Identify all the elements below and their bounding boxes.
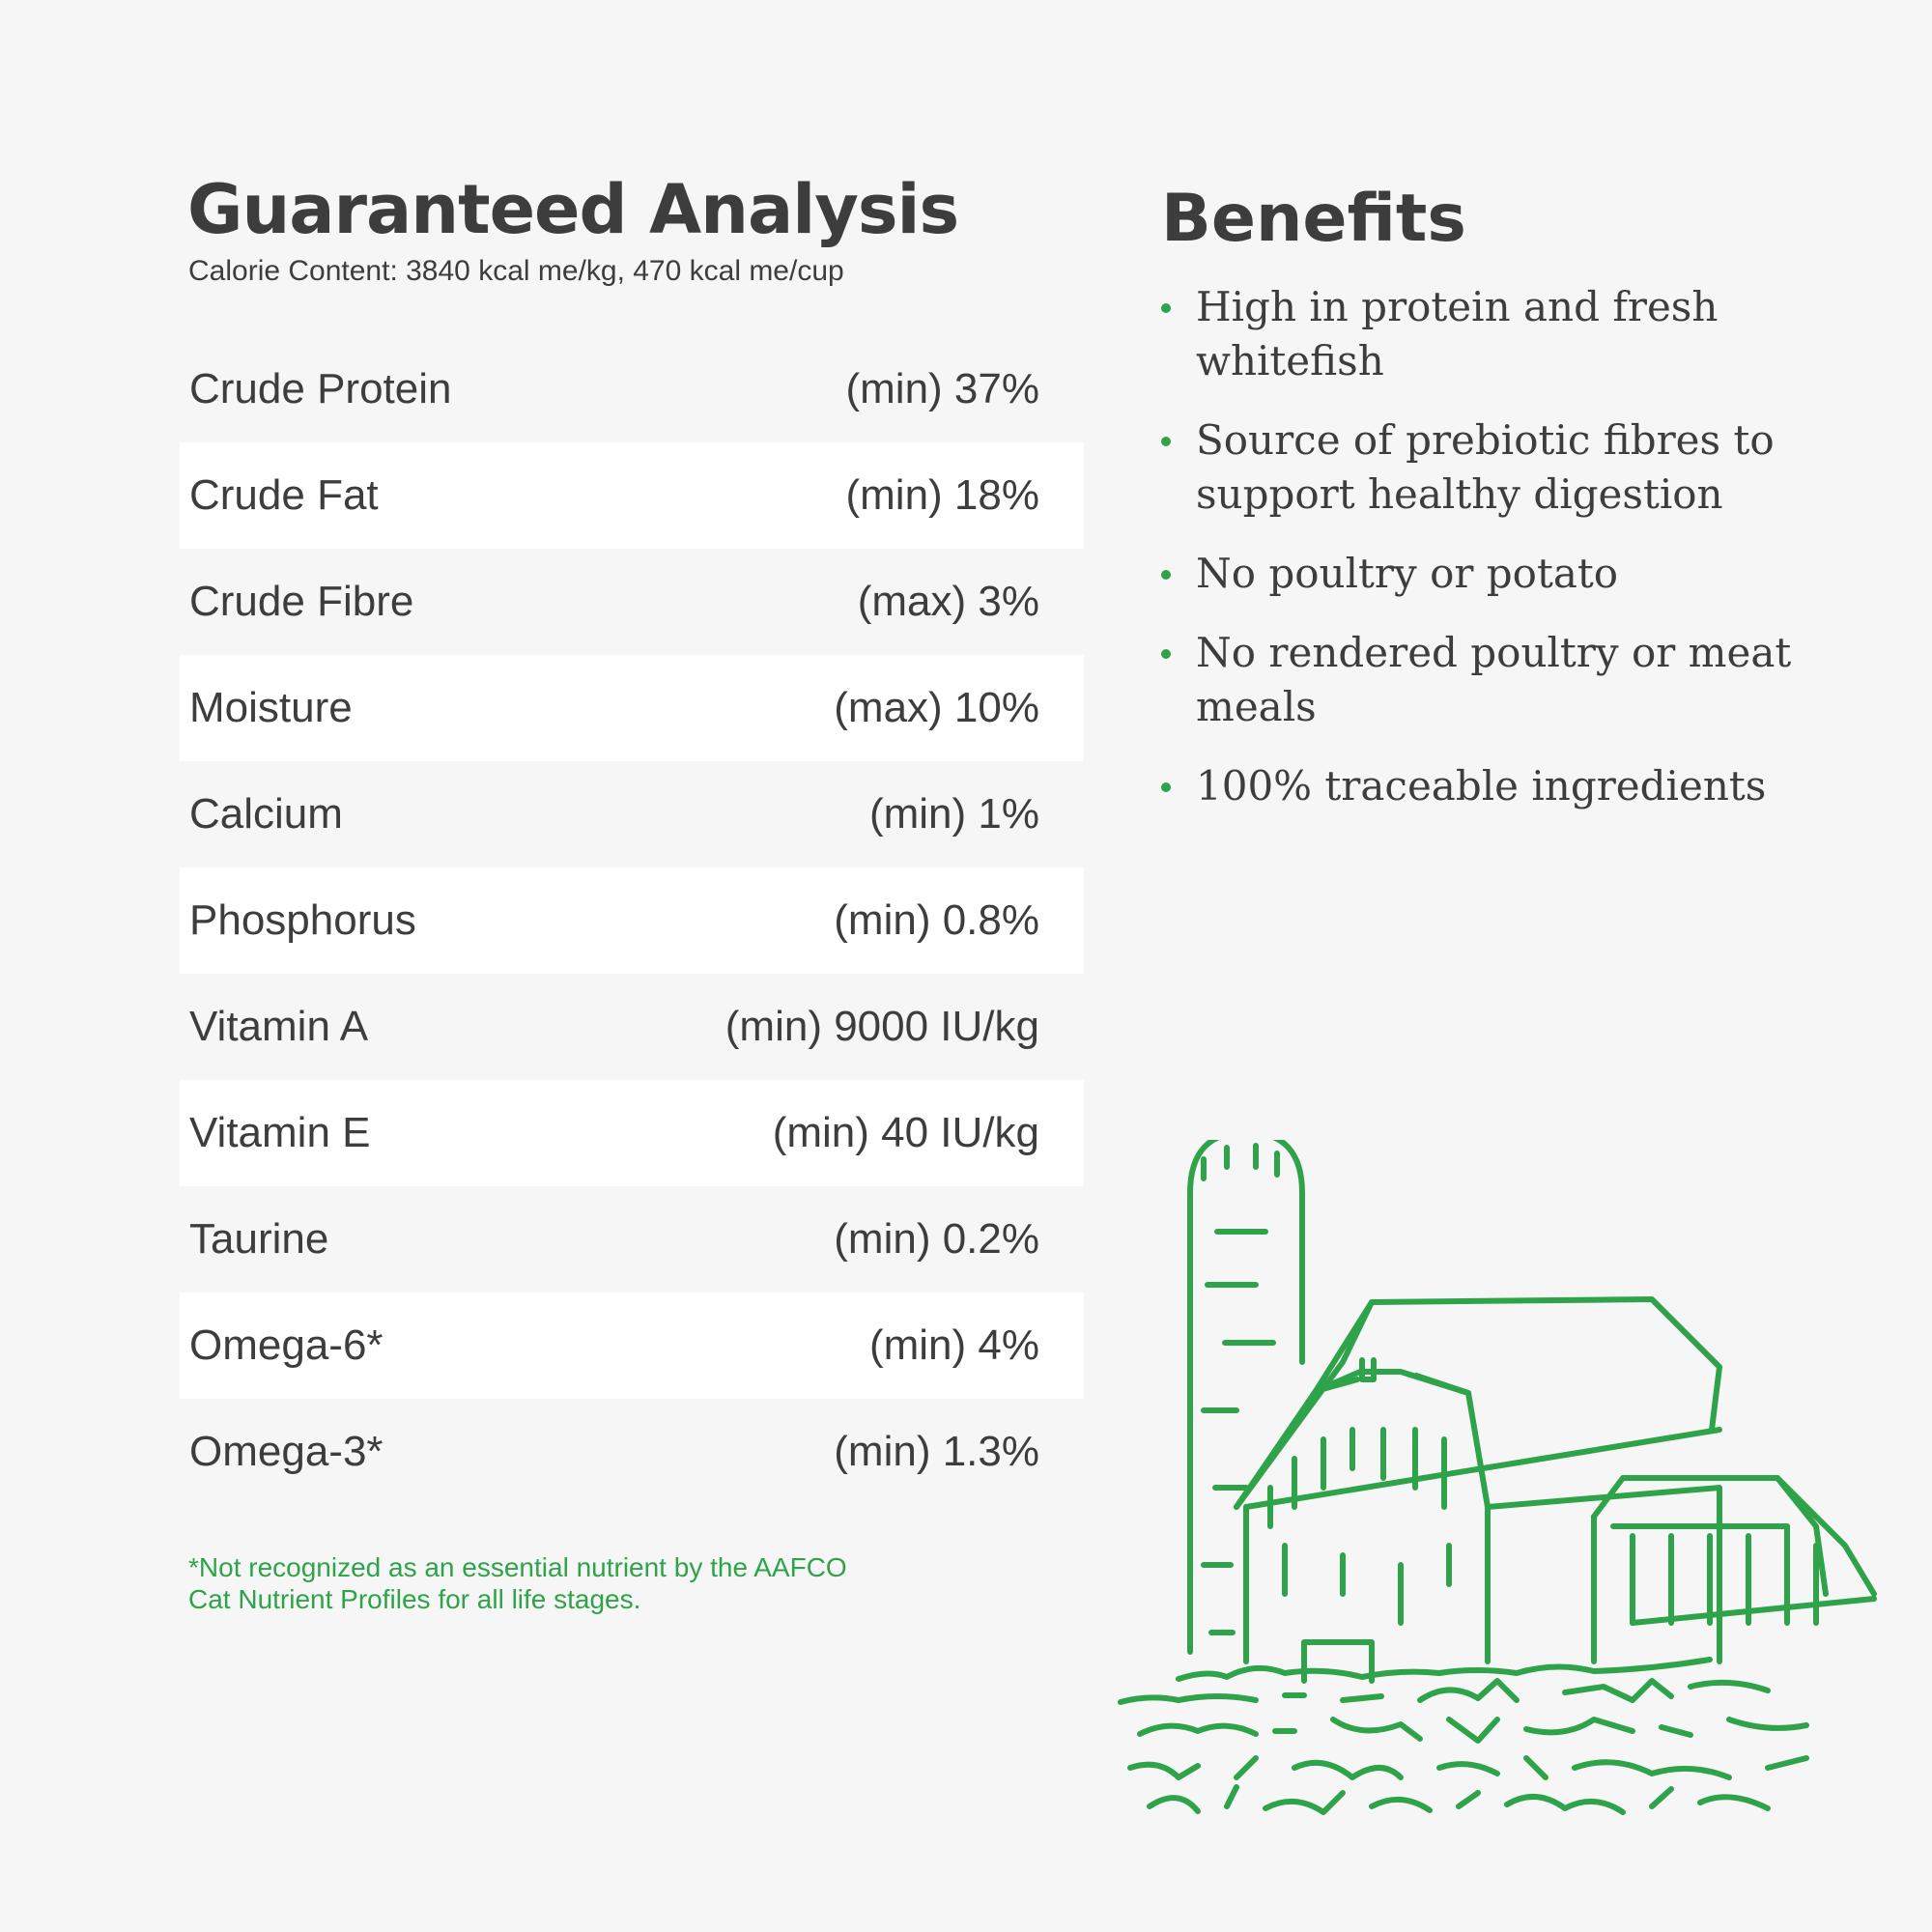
benefit-text: High in protein and fresh whitefish <box>1196 283 1719 384</box>
table-row: Phosphorus (min) 0.8% <box>180 867 1084 974</box>
table-row: Omega-3* (min) 1.3% <box>180 1399 1084 1505</box>
nutrient-name: Crude Protein <box>189 365 452 412</box>
nutrient-value: (min) 40 IU/kg <box>772 1109 1039 1156</box>
benefits-title: Benefits <box>1161 181 1466 257</box>
list-item: High in protein and fresh whitefish <box>1157 280 1872 388</box>
table-row: Taurine (min) 0.2% <box>180 1186 1084 1293</box>
bullet-icon <box>1161 782 1171 792</box>
nutrient-value: (min) 37% <box>845 365 1040 412</box>
nutrient-value: (min) 4% <box>868 1321 1039 1369</box>
nutrient-value: (max) 3% <box>857 578 1039 625</box>
analysis-table: Crude Protein (min) 37% Crude Fat (min) … <box>180 336 1084 1505</box>
benefit-text: 100% traceable ingredients <box>1196 762 1767 810</box>
nutrient-name: Calcium <box>189 790 343 838</box>
table-row: Vitamin E (min) 40 IU/kg <box>180 1080 1084 1186</box>
nutrient-name: Moisture <box>189 684 353 731</box>
table-row: Omega-6* (min) 4% <box>180 1293 1084 1399</box>
nutrient-value: (min) 9000 IU/kg <box>724 1003 1039 1050</box>
nutrient-name: Omega-3* <box>189 1428 384 1475</box>
nutrient-name: Vitamin A <box>189 1003 369 1050</box>
benefit-text: No rendered poultry or meat meals <box>1196 629 1792 730</box>
farm-barn-silo-icon <box>1118 1140 1877 1815</box>
nutrient-value: (max) 10% <box>834 684 1039 731</box>
benefit-text: No poultry or potato <box>1196 550 1619 597</box>
nutrient-value: (min) 0.8% <box>834 896 1039 944</box>
bullet-icon <box>1161 649 1171 659</box>
bullet-icon <box>1161 570 1171 580</box>
list-item: Source of prebiotic fibres to support he… <box>1157 413 1872 522</box>
calorie-content: Calorie Content: 3840 kcal me/kg, 470 kc… <box>188 255 844 287</box>
table-row: Crude Fat (min) 18% <box>180 442 1084 549</box>
table-row: Crude Fibre (max) 3% <box>180 549 1084 655</box>
nutrient-name: Taurine <box>189 1215 329 1263</box>
nutrient-name: Vitamin E <box>189 1109 371 1156</box>
benefit-text: Source of prebiotic fibres to support he… <box>1196 416 1775 518</box>
table-row: Crude Protein (min) 37% <box>180 336 1084 442</box>
nutrient-name: Phosphorus <box>189 896 416 944</box>
nutrient-value: (min) 18% <box>845 471 1040 519</box>
bullet-icon <box>1161 437 1171 446</box>
guaranteed-analysis-title: Guaranteed Analysis <box>187 170 959 249</box>
table-row: Calcium (min) 1% <box>180 761 1084 867</box>
list-item: 100% traceable ingredients <box>1157 759 1872 813</box>
nutrient-value: (min) 1.3% <box>834 1428 1039 1475</box>
nutrient-value: (min) 0.2% <box>834 1215 1039 1263</box>
nutrient-value: (min) 1% <box>868 790 1039 838</box>
nutrient-name: Omega-6* <box>189 1321 384 1369</box>
nutrient-name: Crude Fat <box>189 471 379 519</box>
bullet-icon <box>1161 303 1171 313</box>
benefits-list: High in protein and fresh whitefish Sour… <box>1157 280 1872 838</box>
footnote: *Not recognized as an essential nutrient… <box>188 1552 847 1614</box>
list-item: No poultry or potato <box>1157 547 1872 601</box>
table-row: Moisture (max) 10% <box>180 655 1084 761</box>
list-item: No rendered poultry or meat meals <box>1157 626 1872 734</box>
table-row: Vitamin A (min) 9000 IU/kg <box>180 974 1084 1080</box>
nutrient-name: Crude Fibre <box>189 578 414 625</box>
